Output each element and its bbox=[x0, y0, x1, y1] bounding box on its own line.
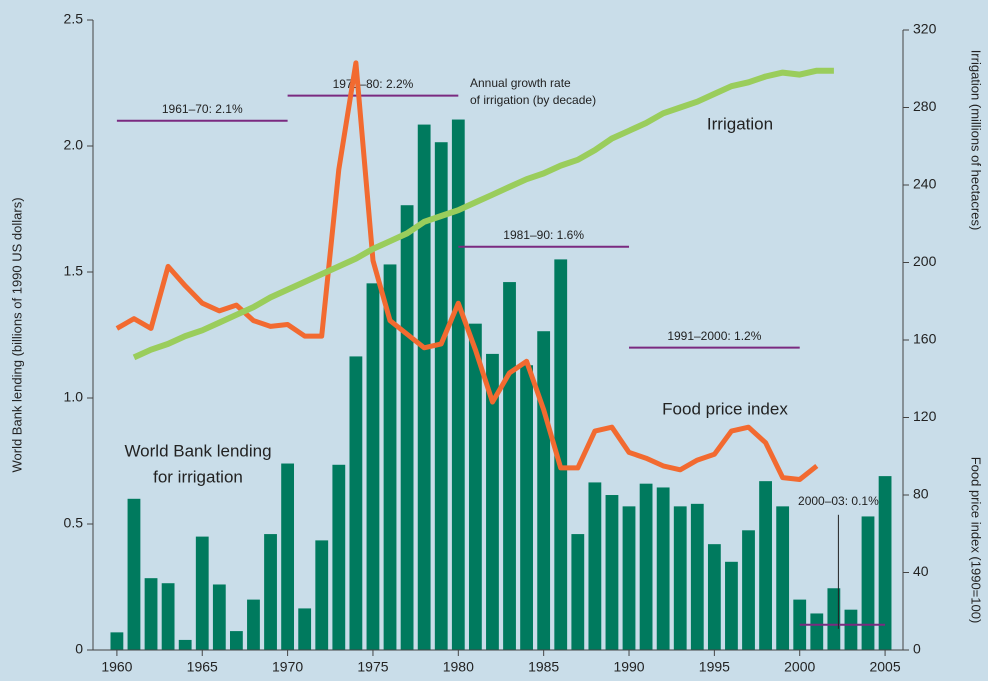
annotation: 1971–80: 2.2% bbox=[333, 77, 414, 91]
bar bbox=[639, 483, 653, 650]
y2-axis-label: Irrigation (millions of hectacres) bbox=[969, 50, 984, 231]
x-tick-label: 1995 bbox=[699, 659, 730, 675]
bar bbox=[229, 631, 243, 650]
bar bbox=[673, 506, 687, 650]
y2-axis-label: Food price index (1990=100) bbox=[969, 457, 984, 624]
bar bbox=[503, 282, 516, 650]
bar bbox=[332, 464, 346, 650]
bar bbox=[571, 534, 585, 650]
series-label: World Bank lending bbox=[124, 441, 271, 460]
x-tick-label: 2000 bbox=[784, 659, 815, 675]
line bbox=[132, 67, 834, 361]
bar bbox=[178, 639, 192, 650]
annotation: 1981–90: 1.6% bbox=[503, 228, 584, 242]
y2-tick-label: 120 bbox=[913, 408, 937, 424]
x-tick-label: 1960 bbox=[101, 659, 132, 675]
bar bbox=[690, 503, 704, 650]
bar bbox=[588, 482, 602, 650]
bar bbox=[144, 578, 158, 650]
bar bbox=[486, 353, 499, 650]
bar bbox=[127, 498, 141, 650]
line bbox=[115, 60, 819, 482]
bar bbox=[622, 506, 636, 650]
bar bbox=[451, 119, 465, 651]
y2-tick-label: 240 bbox=[913, 176, 937, 192]
bar bbox=[468, 323, 482, 650]
bar bbox=[707, 544, 721, 650]
bar bbox=[417, 124, 431, 650]
bar bbox=[161, 583, 175, 650]
x-tick-label: 1980 bbox=[443, 659, 474, 675]
series-label: Food price index bbox=[662, 399, 788, 418]
bar bbox=[298, 608, 312, 650]
bar bbox=[656, 487, 670, 650]
annotation: 1961–70: 2.1% bbox=[162, 102, 243, 116]
y2-tick-label: 280 bbox=[913, 98, 937, 114]
bar bbox=[315, 540, 329, 650]
note: of irrigation (by decade) bbox=[470, 93, 596, 107]
series-label: Irrigation bbox=[707, 114, 773, 133]
x-tick-label: 1985 bbox=[528, 659, 559, 675]
bar bbox=[400, 205, 414, 650]
note: Annual growth rate bbox=[470, 76, 571, 90]
x-tick-label: 1970 bbox=[272, 659, 303, 675]
bar bbox=[195, 536, 209, 650]
bar bbox=[776, 506, 790, 650]
bar bbox=[281, 463, 295, 650]
bar bbox=[861, 516, 875, 650]
bar bbox=[247, 599, 260, 650]
bar bbox=[827, 588, 841, 650]
bar bbox=[212, 584, 226, 650]
bar bbox=[383, 264, 397, 650]
bar bbox=[366, 283, 380, 650]
bar bbox=[725, 561, 738, 650]
bar bbox=[349, 356, 363, 650]
y-tick-label: 0.5 bbox=[64, 515, 84, 531]
annotation: 1991–2000: 1.2% bbox=[667, 329, 761, 343]
y2-tick-label: 0 bbox=[913, 641, 921, 657]
bar bbox=[264, 534, 277, 650]
series-label: for irrigation bbox=[153, 467, 243, 486]
y-tick-label: 2.5 bbox=[64, 11, 84, 27]
y2-tick-label: 80 bbox=[913, 486, 929, 502]
x-tick-label: 1965 bbox=[187, 659, 218, 675]
y-tick-label: 0 bbox=[75, 641, 83, 657]
bar bbox=[434, 142, 448, 650]
bar bbox=[537, 331, 551, 650]
y-tick-label: 1.0 bbox=[64, 389, 84, 405]
x-tick-label: 1990 bbox=[613, 659, 644, 675]
y2-tick-label: 200 bbox=[913, 253, 937, 269]
bar bbox=[844, 609, 858, 650]
y2-tick-label: 320 bbox=[913, 21, 937, 37]
bar bbox=[554, 259, 568, 650]
bar bbox=[520, 365, 533, 650]
y-axis-label: World Bank lending (billions of 1990 US … bbox=[9, 197, 24, 472]
y2-tick-label: 40 bbox=[913, 563, 929, 579]
bar bbox=[878, 476, 892, 650]
bar bbox=[605, 495, 619, 650]
annotation: 2000–03: 0.1% bbox=[798, 494, 879, 508]
bar bbox=[759, 481, 772, 650]
bar bbox=[810, 613, 824, 650]
x-tick-label: 1975 bbox=[357, 659, 388, 675]
x-tick-label: 2005 bbox=[869, 659, 900, 675]
y-tick-label: 2.0 bbox=[64, 137, 84, 153]
bar bbox=[742, 530, 755, 650]
y2-tick-label: 160 bbox=[913, 331, 937, 347]
bar bbox=[110, 632, 124, 650]
y-tick-label: 1.5 bbox=[64, 263, 84, 279]
